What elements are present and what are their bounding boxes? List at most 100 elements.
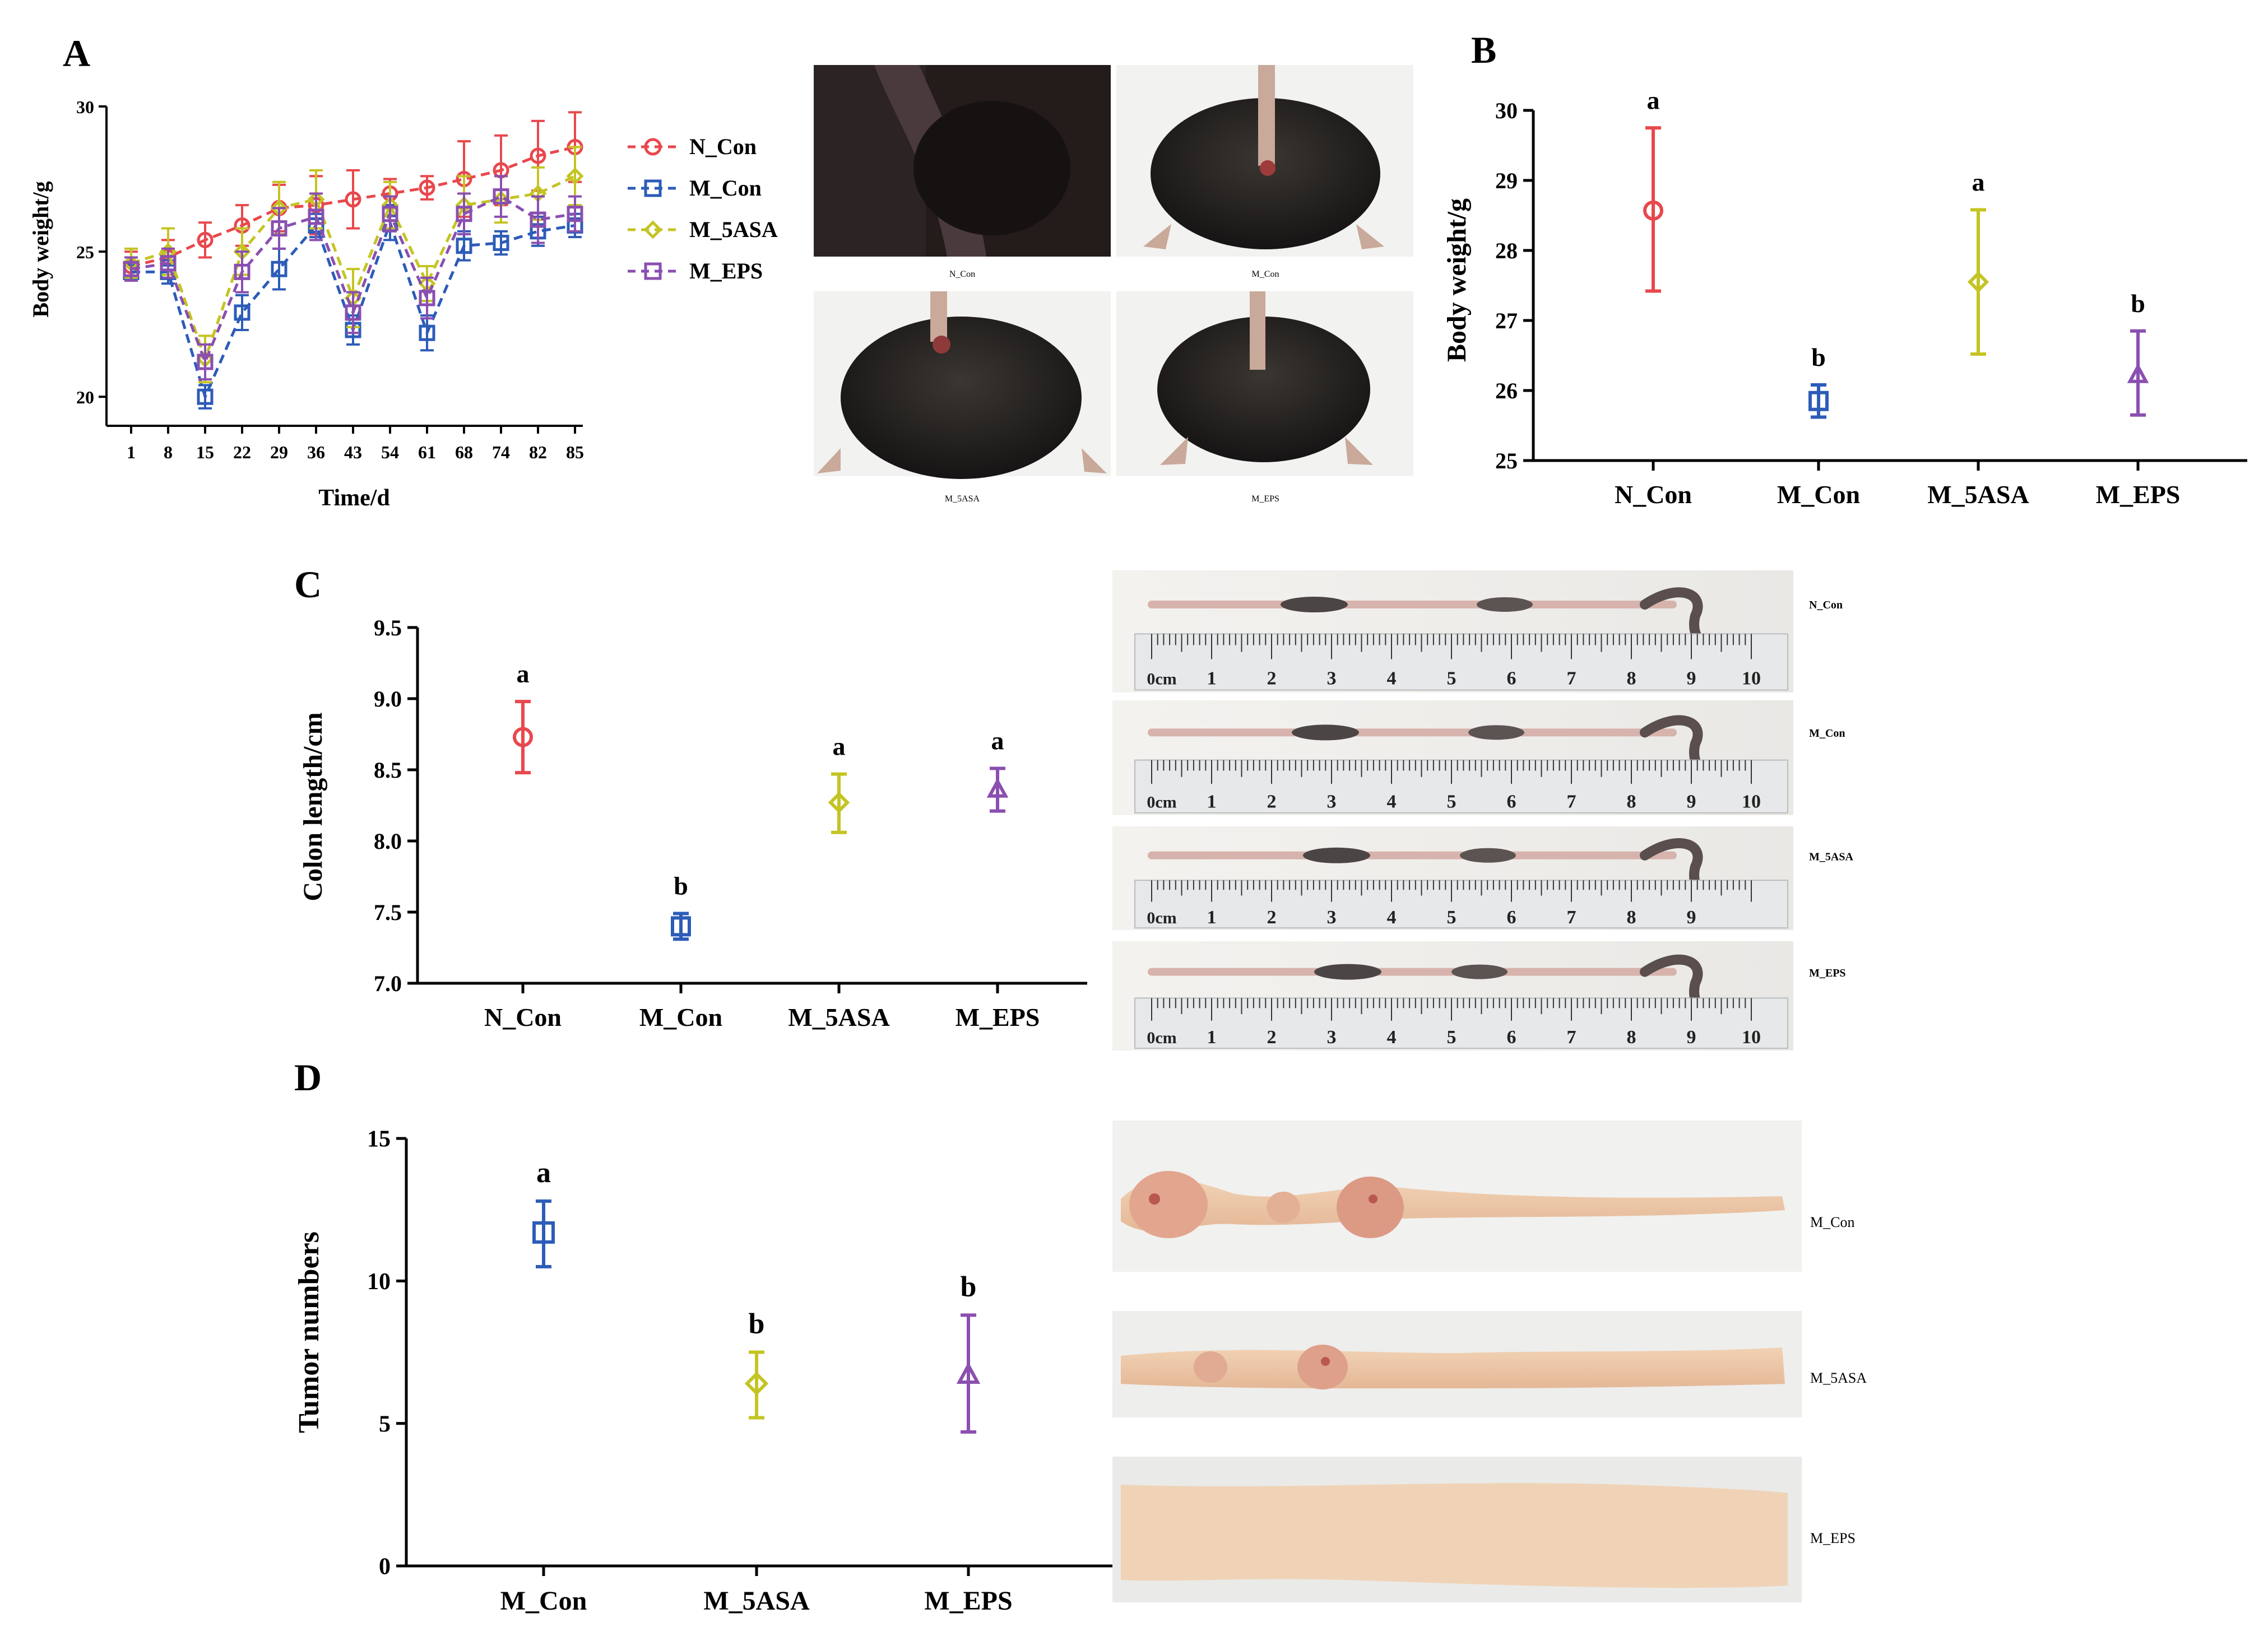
- tumor-photo-stack: M_Con M_5ASA M_EPS: [1112, 1121, 1867, 1602]
- x-tick-label: 1: [127, 442, 136, 462]
- x-tick-label: 85: [566, 442, 584, 462]
- data-point-m-eps: [419, 290, 435, 306]
- ruler-number: 9: [1687, 1027, 1696, 1048]
- mouse-photo-m-5asa: [814, 291, 1111, 479]
- data-point-m-con: [671, 916, 691, 937]
- legend-label: N_Con: [689, 134, 757, 159]
- data-point-m-eps: [956, 1361, 981, 1384]
- data-point-m-con: [1808, 391, 1829, 411]
- ruler-number: 8: [1627, 791, 1636, 812]
- ruler-number: 6: [1507, 907, 1516, 928]
- y-tick-label: 7.5: [374, 900, 402, 925]
- x-tick-label: M_Con: [500, 1586, 587, 1616]
- panel-letter-c: C: [294, 563, 322, 606]
- y-tick-label: 28: [1495, 238, 1518, 263]
- x-tick-label: 22: [233, 442, 251, 462]
- y-tick-label: 7.0: [374, 971, 402, 996]
- ruler-number: 0cm: [1147, 909, 1176, 927]
- x-tick-label: 68: [455, 442, 473, 462]
- ruler-number: 0cm: [1147, 793, 1176, 811]
- data-point-m-5asa: [828, 792, 850, 813]
- mouse-photo-m-eps: [1116, 291, 1413, 476]
- significance-letter: b: [2131, 289, 2145, 318]
- legend-marker: [644, 138, 662, 156]
- ruler-number: 7: [1567, 791, 1576, 812]
- tumor-photo-label-m-con: M_Con: [1810, 1214, 1854, 1230]
- significance-letter: a: [1972, 168, 1985, 197]
- x-tick-label: 8: [164, 442, 173, 462]
- y-tick-label: 0: [379, 1554, 391, 1580]
- ruler-number: 1: [1207, 668, 1217, 689]
- mouse-photo-label-m-5asa: M_5ASA: [945, 494, 980, 504]
- y-tick-label: 26: [1495, 378, 1518, 403]
- ruler-number: 9: [1687, 668, 1696, 689]
- y-tick-label: 20: [76, 387, 94, 407]
- data-point-m-eps: [271, 220, 287, 237]
- ruler-number: 3: [1327, 1027, 1337, 1048]
- data-point-m-eps: [530, 211, 546, 228]
- x-tick-label: 54: [381, 442, 399, 462]
- chart-a-legend: N_Con M_Con M_5ASA M_EPS: [628, 134, 778, 283]
- chart-b-axes: 25 26 27 28 29 30 N_Con M_Con M_5ASA M_EPS: [1495, 98, 2247, 509]
- data-point-n-con: [530, 147, 546, 164]
- chart-a-ylabel: Body weight/g: [28, 181, 53, 317]
- ruler-number: 3: [1327, 668, 1337, 689]
- ruler-number: 10: [1742, 668, 1761, 689]
- mouse-photo-label-n-con: N_Con: [949, 269, 975, 279]
- ruler-number: 4: [1387, 791, 1397, 812]
- data-point-m-eps: [345, 304, 361, 321]
- ruler-number: 5: [1447, 791, 1457, 812]
- y-tick-label: 9.5: [374, 615, 402, 640]
- x-tick-label: N_Con: [484, 1003, 562, 1031]
- ruler-number: 8: [1627, 668, 1636, 689]
- data-point-m-eps: [123, 261, 140, 277]
- colon-photo-label-m-eps: M_EPS: [1809, 967, 1846, 979]
- data-point-m-eps: [2127, 363, 2149, 383]
- legend-marker: [644, 179, 662, 197]
- data-point-m-eps: [567, 206, 583, 222]
- chart-c-axes: 7.0 7.5 8.0 8.5 9.0 9.5 N_Con M_Con M_5ASA M_EPS: [374, 615, 1087, 1031]
- mouse-photo-label-m-eps: M_EPS: [1251, 494, 1279, 504]
- y-tick-label: 29: [1495, 168, 1518, 193]
- data-point-n-con: [345, 191, 361, 208]
- x-tick-label: M_Con: [639, 1003, 722, 1031]
- x-tick-label: 61: [418, 442, 436, 462]
- ruler-number: 4: [1387, 907, 1397, 928]
- ruler-number: 6: [1507, 791, 1516, 812]
- significance-letter: b: [961, 1271, 977, 1303]
- ruler-number: 7: [1567, 907, 1576, 928]
- y-tick-label: 27: [1495, 308, 1518, 333]
- y-tick-label: 9.0: [374, 686, 402, 712]
- panel-letter-b: B: [1471, 29, 1496, 71]
- ruler-number: 9: [1687, 907, 1696, 928]
- ruler-number: 0cm: [1147, 1029, 1176, 1047]
- chart-d-tumor-numbers: 0 5 10 15 M_Con M_5ASA M_EPS a b b Tumor numbers: [293, 1127, 1115, 1616]
- chart-d-ylabel: Tumor numbers: [293, 1231, 325, 1433]
- x-tick-label: M_EPS: [924, 1586, 1012, 1616]
- ruler-number: 9: [1687, 791, 1696, 812]
- x-tick-label: M_5ASA: [788, 1003, 889, 1031]
- chart-a-series: [122, 111, 584, 410]
- y-tick-label: 5: [379, 1411, 391, 1437]
- tumor-photo-label-m-5asa: M_5ASA: [1810, 1370, 1867, 1386]
- data-point-m-5asa: [566, 167, 584, 185]
- x-tick-label: 43: [344, 442, 362, 462]
- ruler-number: 10: [1742, 1027, 1761, 1048]
- data-point-n-con: [197, 231, 214, 248]
- legend-label: M_Con: [689, 175, 762, 201]
- data-point-n-con: [419, 179, 435, 196]
- ruler-number: 2: [1267, 907, 1277, 928]
- chart-b-ylabel: Body weight/g: [1442, 198, 1472, 362]
- chart-d-points: a b b: [532, 1157, 981, 1434]
- data-point-m-eps: [308, 208, 324, 225]
- colon-photo-label-n-con: N_Con: [1809, 599, 1843, 611]
- data-point-m-5asa: [744, 1372, 769, 1396]
- ruler-number: 3: [1327, 907, 1337, 928]
- y-tick-label: 10: [367, 1269, 391, 1295]
- y-tick-label: 30: [1495, 98, 1518, 123]
- colon-photo-label-m-5asa: M_5ASA: [1809, 851, 1853, 863]
- ruler-number: 1: [1207, 907, 1217, 928]
- colon-photo-n-con: 0cm 1 2 3 4 5 6 7 8 9 10: [1112, 570, 1793, 692]
- ruler-number: 7: [1567, 668, 1576, 689]
